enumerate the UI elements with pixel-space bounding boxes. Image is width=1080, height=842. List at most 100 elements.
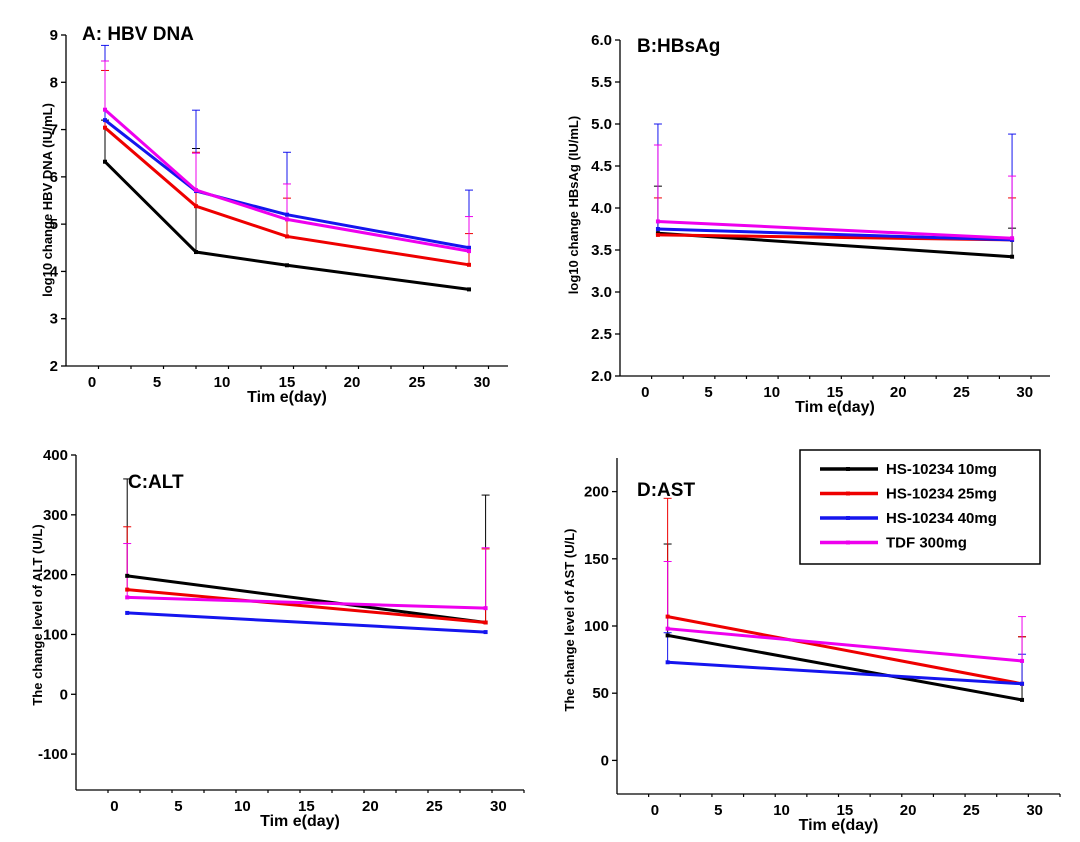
data-point [665, 614, 670, 619]
legend-label: HS-10234 10mg [886, 461, 997, 478]
data-point [1010, 236, 1015, 241]
x-tick-label: 0 [88, 374, 96, 391]
data-point [103, 118, 107, 123]
y-tick-label: 5.0 [591, 116, 612, 133]
x-tick-label: 15 [827, 384, 844, 401]
x-tick-label: 30 [1026, 802, 1043, 819]
y-tick-label: 0 [601, 752, 609, 769]
data-point [655, 219, 660, 224]
x-tick-label: 25 [409, 374, 426, 391]
y-tick-label: 100 [43, 626, 68, 643]
data-point [467, 262, 471, 267]
data-point [467, 287, 471, 292]
x-tick-label: 20 [362, 798, 379, 815]
data-point [655, 232, 660, 237]
data-point [665, 633, 670, 638]
data-point [194, 250, 198, 255]
x-tick-label: 0 [110, 798, 118, 815]
series-line [104, 126, 470, 267]
data-point [483, 606, 488, 611]
series-line [127, 611, 486, 634]
series-line [667, 633, 1023, 702]
x-tick-label: 25 [963, 802, 980, 819]
series-line [667, 627, 1023, 663]
x-tick-label: 30 [490, 798, 507, 815]
y-tick-label: 3.0 [591, 284, 612, 301]
x-tick-label: 25 [426, 798, 443, 815]
y-tick-label: 300 [43, 507, 68, 524]
y-tick-label: 2.0 [591, 368, 612, 385]
x-tick-label: 30 [1016, 384, 1033, 401]
panel-title: D:AST [637, 480, 695, 501]
y-tick-label: 7 [50, 122, 58, 139]
y-tick-label: 0 [60, 686, 68, 703]
x-axis-title: Tim e(day) [260, 813, 340, 830]
y-axis-title: log10 change HBsAg (IU/mL) [566, 116, 581, 294]
y-axis-title: log10 change HBV DNA (IU/mL) [40, 103, 55, 297]
series-line [103, 160, 470, 291]
series-line [667, 615, 1023, 686]
x-tick-label: 5 [174, 798, 182, 815]
x-tick-label: 10 [773, 802, 790, 819]
x-axis-title: Tim e(day) [795, 399, 875, 416]
data-point [655, 227, 660, 231]
y-tick-label: 150 [584, 551, 609, 568]
data-point [483, 630, 488, 635]
legend-label: HS-10234 40mg [886, 510, 997, 527]
data-point [103, 107, 107, 112]
x-tick-label: 20 [344, 374, 361, 391]
panel-a: 2 3 4 5 6 7 8 9 0 5 10 15 20 25 30 Tim e(day) log10 chan… [40, 24, 508, 406]
y-tick-label: -100 [38, 746, 68, 763]
data-point [285, 263, 289, 268]
panel-title: A: HBV DNA [82, 24, 194, 45]
y-tick-label: 50 [592, 685, 609, 702]
x-tick-label: 20 [900, 802, 917, 819]
series-line [657, 227, 1013, 242]
y-tick-label: 4.5 [591, 158, 612, 175]
data-point [1010, 254, 1015, 259]
y-tick-label: 200 [584, 484, 609, 501]
x-tick-label: 20 [890, 384, 907, 401]
panel-title: C:ALT [128, 472, 184, 493]
data-point [1020, 681, 1025, 686]
legend-label: HS-10234 25mg [886, 486, 997, 503]
data-point [1020, 697, 1025, 702]
x-axis-title: Tim e(day) [799, 817, 879, 834]
data-point [194, 188, 198, 193]
panel-b: 2.0 2.5 3.0 3.5 4.0 4.5 5.0 5.5 6.0 0 5 10 15 20 25 30 T… [566, 32, 1050, 416]
data-point [665, 660, 670, 665]
y-axis-title: The change level of AST (U/L) [562, 529, 577, 712]
y-tick-label: 4 [50, 263, 59, 280]
y-tick-label: 8 [50, 74, 58, 91]
y-tick-label: 6 [50, 169, 58, 186]
series-line [667, 660, 1023, 686]
y-tick-label: 100 [584, 618, 609, 635]
y-tick-label: 3 [50, 311, 58, 328]
data-point [1020, 658, 1025, 663]
data-point [467, 249, 471, 254]
data-point [125, 595, 130, 600]
x-tick-label: 5 [153, 374, 161, 391]
data-point [103, 125, 107, 130]
series-line [104, 108, 470, 253]
y-tick-label: 2 [50, 358, 58, 375]
x-tick-label: 15 [279, 374, 296, 391]
legend-label: TDF 300mg [886, 535, 967, 552]
y-tick-label: 2.5 [591, 326, 612, 343]
y-tick-label: 200 [43, 567, 68, 584]
data-point [194, 204, 198, 209]
x-axis-title: Tim e(day) [247, 389, 327, 406]
series-line [104, 118, 470, 250]
data-point [483, 620, 488, 625]
x-tick-label: 30 [474, 374, 491, 391]
data-point [285, 234, 289, 239]
y-tick-label: 3.5 [591, 242, 612, 259]
data-point [665, 626, 670, 631]
series-line [127, 595, 486, 610]
x-tick-label: 15 [836, 802, 853, 819]
panel-d: 0 50 100 150 200 0 5 10 15 20 25 30 Tim e(day) The ch… [562, 458, 1061, 834]
data-point [125, 587, 130, 592]
x-tick-label: 5 [704, 384, 712, 401]
y-tick-label: 400 [43, 447, 68, 464]
